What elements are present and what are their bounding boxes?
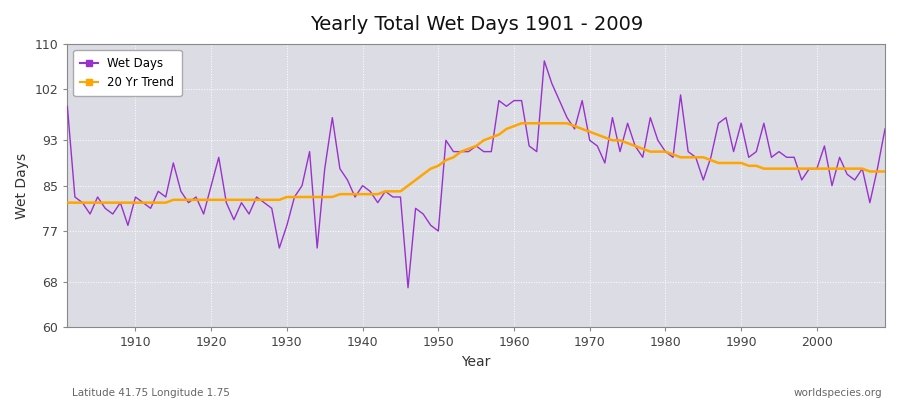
Text: Latitude 41.75 Longitude 1.75: Latitude 41.75 Longitude 1.75 — [72, 388, 230, 398]
Y-axis label: Wet Days: Wet Days — [15, 152, 29, 219]
X-axis label: Year: Year — [462, 355, 490, 369]
Text: worldspecies.org: worldspecies.org — [794, 388, 882, 398]
Legend: Wet Days, 20 Yr Trend: Wet Days, 20 Yr Trend — [73, 50, 182, 96]
Title: Yearly Total Wet Days 1901 - 2009: Yearly Total Wet Days 1901 - 2009 — [310, 15, 643, 34]
